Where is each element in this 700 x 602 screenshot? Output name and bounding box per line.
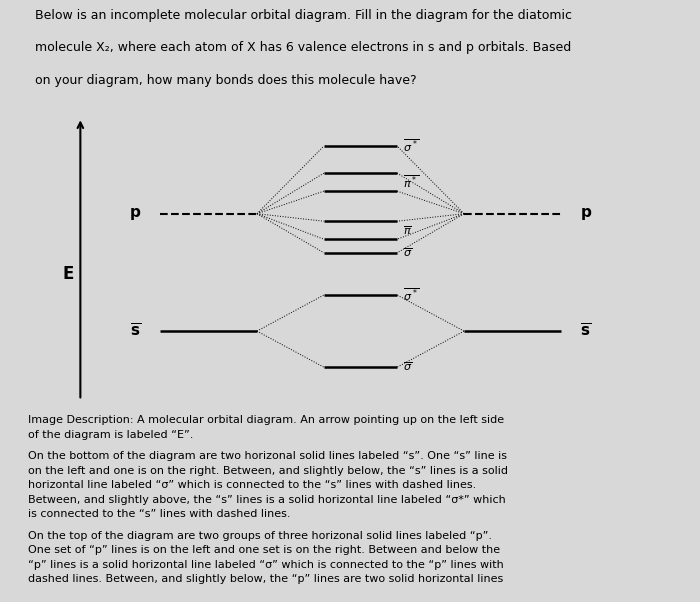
Text: $\overline{\sigma}$: $\overline{\sigma}$	[403, 361, 412, 373]
Text: horizontal line labeled “σ” which is connected to the “s” lines with dashed line: horizontal line labeled “σ” which is con…	[28, 480, 476, 490]
Text: $\overline{\pi}$: $\overline{\pi}$	[403, 224, 412, 237]
Text: $\mathbf{\overline{s}}$: $\mathbf{\overline{s}}$	[580, 323, 591, 340]
Text: is connected to the “s” lines with dashed lines.: is connected to the “s” lines with dashe…	[28, 509, 290, 519]
Text: $\overline{\pi^*}$: $\overline{\pi^*}$	[403, 174, 419, 190]
Text: $\overline{\sigma}$: $\overline{\sigma}$	[403, 247, 412, 259]
Text: $\mathbf{p}$: $\mathbf{p}$	[580, 206, 592, 222]
Text: on your diagram, how many bonds does this molecule have?: on your diagram, how many bonds does thi…	[35, 73, 416, 87]
Text: $\overline{\sigma^*}$: $\overline{\sigma^*}$	[403, 138, 420, 154]
Text: One set of “p” lines is on the left and one set is on the right. Between and bel: One set of “p” lines is on the left and …	[28, 545, 500, 555]
Text: on the left and one is on the right. Between, and slightly below, the “s” lines : on the left and one is on the right. Bet…	[28, 466, 508, 476]
Text: “p” lines is a solid horizontal line labeled “σ” which is connected to the “p” l: “p” lines is a solid horizontal line lab…	[28, 560, 504, 569]
Text: $\mathbf{p}$: $\mathbf{p}$	[129, 206, 141, 222]
Text: Image Description: A molecular orbital diagram. An arrow pointing up on the left: Image Description: A molecular orbital d…	[28, 415, 504, 425]
Text: E: E	[62, 265, 74, 283]
Text: dashed lines. Between, and slightly below, the “p” lines are two solid horizonta: dashed lines. Between, and slightly belo…	[28, 574, 503, 584]
Text: Between, and slightly above, the “s” lines is a solid horizontal line labeled “σ: Between, and slightly above, the “s” lin…	[28, 495, 505, 504]
Text: $\overline{\sigma^*}$: $\overline{\sigma^*}$	[403, 287, 420, 303]
Text: On the bottom of the diagram are two horizonal solid lines labeled “s”. One “s” : On the bottom of the diagram are two hor…	[28, 452, 507, 461]
Text: molecule X₂, where each atom of X has 6 valence electrons in s and p orbitals. B: molecule X₂, where each atom of X has 6 …	[35, 41, 571, 54]
Text: Below is an incomplete molecular orbital diagram. Fill in the diagram for the di: Below is an incomplete molecular orbital…	[35, 8, 572, 22]
Text: On the top of the diagram are two groups of three horizonal solid lines labeled : On the top of the diagram are two groups…	[28, 531, 492, 541]
Text: of the diagram is labeled “E”.: of the diagram is labeled “E”.	[28, 430, 193, 439]
Text: $\mathbf{\overline{s}}$: $\mathbf{\overline{s}}$	[130, 323, 141, 340]
